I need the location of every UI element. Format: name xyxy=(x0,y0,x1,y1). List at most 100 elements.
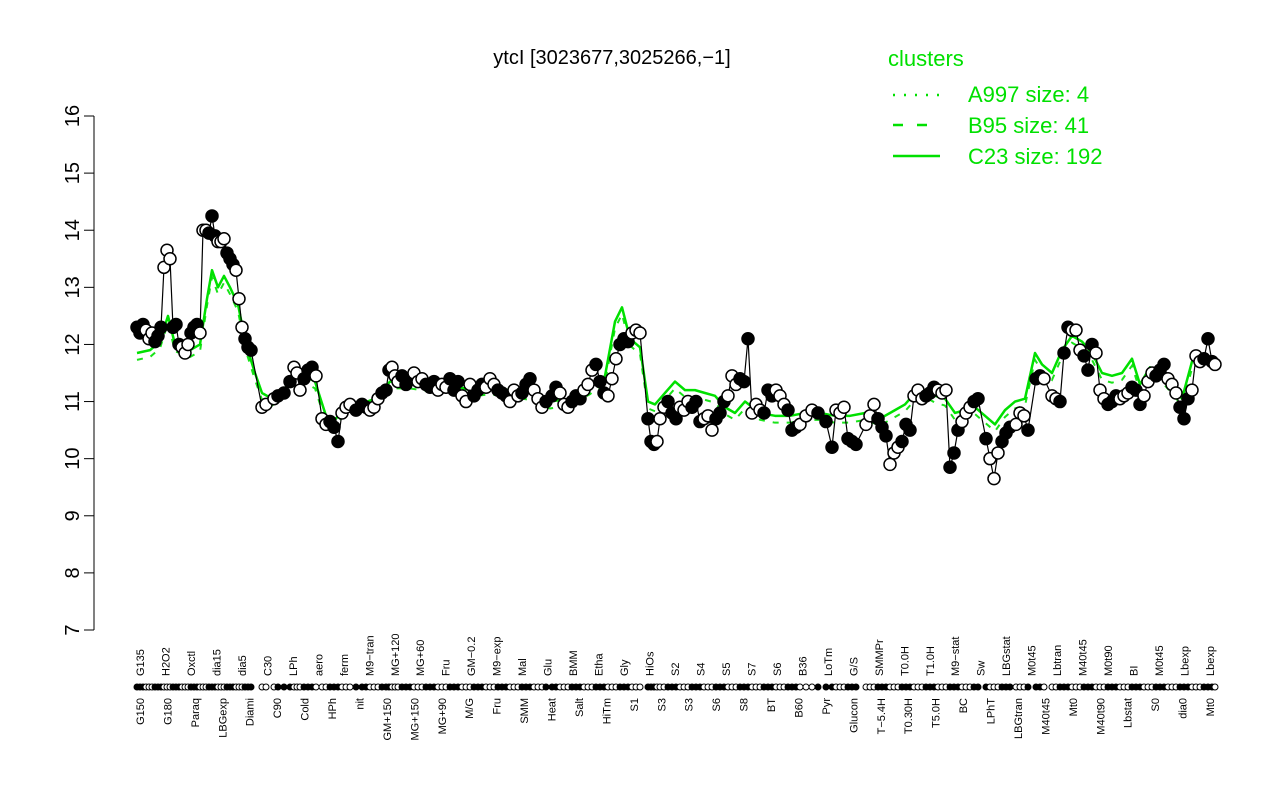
data-point xyxy=(1037,371,1051,386)
x-tick-label: M40t90 xyxy=(1095,698,1107,735)
x-tick-label: G180 xyxy=(162,698,174,725)
data-point xyxy=(1201,331,1215,346)
data-point xyxy=(1208,357,1222,372)
x-tick-label: G135 xyxy=(135,649,147,676)
data-point xyxy=(589,357,603,372)
chart-title: ytcI [3023677,3025266,−1] xyxy=(493,47,730,69)
data-points xyxy=(130,209,1222,486)
x-tick-label: Sw xyxy=(976,661,988,676)
x-tick-label: LPhT xyxy=(986,698,998,725)
legend: clusters A997 size: 4 B95 size: 41 C23 s… xyxy=(888,46,1103,169)
x-tick-label: Lbexp xyxy=(1205,646,1217,676)
x-tick-label: SMMPr xyxy=(874,639,886,676)
y-tick-label: 11 xyxy=(62,391,84,412)
x-tick-label: Glu xyxy=(543,659,555,676)
x-tick-label: MG+90 xyxy=(437,698,449,734)
data-point xyxy=(1077,349,1091,363)
data-point xyxy=(689,394,703,409)
x-tick-label: T1.0H xyxy=(925,646,937,676)
x-tick-label: BC xyxy=(958,698,970,713)
sample-marker xyxy=(542,683,550,691)
data-point xyxy=(849,437,863,452)
x-tick-label: M9−stat xyxy=(950,637,962,676)
data-point xyxy=(1157,357,1171,372)
x-tick-label: GM+150 xyxy=(382,698,394,741)
x-tick-label: B60 xyxy=(793,698,805,718)
x-tick-label: M9−exp xyxy=(492,637,504,676)
sample-marker xyxy=(274,683,282,691)
x-tick-label: S3 xyxy=(656,698,668,711)
x-tick-label: S0 xyxy=(1150,698,1162,711)
x-tick-label: Lbtran xyxy=(1052,645,1064,676)
data-point xyxy=(987,471,1001,486)
sample-marker xyxy=(796,683,804,691)
sample-marker xyxy=(247,683,255,691)
data-point xyxy=(1069,323,1083,337)
sample-marker xyxy=(814,683,822,691)
data-point xyxy=(1081,363,1095,377)
x-tick-label: ferm xyxy=(339,654,351,676)
sample-marker xyxy=(352,683,360,691)
x-tick-label: G/S xyxy=(848,657,860,676)
x-tick-label: LBGexp xyxy=(217,698,229,738)
x-tick-label: GM−0.2 xyxy=(466,637,478,676)
data-point xyxy=(895,434,909,449)
x-tick-label: M9−tran xyxy=(364,635,376,676)
data-point xyxy=(903,423,917,437)
data-point xyxy=(229,263,243,277)
x-tick-label: LoTm xyxy=(823,648,835,676)
data-point xyxy=(713,406,727,420)
data-point xyxy=(217,232,231,246)
data-point xyxy=(971,391,985,406)
data-point xyxy=(244,343,258,357)
data-point xyxy=(737,374,751,389)
y-tick-label: 13 xyxy=(62,276,84,298)
data-point xyxy=(154,320,168,335)
y-tick-label: 9 xyxy=(62,510,84,521)
x-tick-label: Diami xyxy=(245,698,257,726)
data-point xyxy=(293,383,307,397)
legend-title: clusters xyxy=(888,46,964,71)
data-point xyxy=(661,394,675,409)
x-tick-label: LPh xyxy=(288,656,300,676)
data-point xyxy=(193,326,207,340)
x-tick-label: B36 xyxy=(797,656,809,676)
data-point xyxy=(1169,386,1183,400)
x-tick-label: BT xyxy=(766,698,778,712)
data-point xyxy=(641,411,655,426)
x-tick-label: Cold xyxy=(300,698,312,721)
x-tick-label: MG+150 xyxy=(409,698,421,741)
x-tick-label: M/G xyxy=(464,698,476,719)
x-tick-label: T0.0H xyxy=(899,646,911,676)
data-point xyxy=(277,386,291,400)
data-point xyxy=(867,397,881,412)
sample-marker xyxy=(280,683,288,691)
sample-marker xyxy=(262,683,270,691)
x-tick-label: G150 xyxy=(135,698,147,725)
data-point xyxy=(947,446,961,460)
data-point xyxy=(1021,423,1035,437)
data-point xyxy=(451,374,465,389)
x-tick-label: Mt0 xyxy=(1205,698,1217,716)
data-point xyxy=(943,460,957,474)
x-tick-label: BMM xyxy=(568,650,580,676)
legend-entry-a997: A997 size: 4 xyxy=(968,82,1089,107)
data-point xyxy=(1053,394,1067,409)
data-point xyxy=(1185,383,1199,397)
data-point xyxy=(650,434,664,449)
data-point xyxy=(979,431,993,446)
x-tick-label: HiOs xyxy=(645,651,657,676)
data-point xyxy=(741,331,755,346)
y-tick-label: 7 xyxy=(62,624,84,635)
x-tick-label: Salt xyxy=(574,698,586,717)
data-point xyxy=(781,403,795,417)
data-point xyxy=(309,369,323,383)
data-point xyxy=(879,429,893,443)
data-point xyxy=(939,383,953,397)
x-tick-label: S4 xyxy=(695,663,707,676)
x-tick-label: LBGtran xyxy=(1013,698,1025,739)
x-tick-label: H2O2 xyxy=(160,647,172,676)
data-point xyxy=(705,423,719,437)
x-tick-label: Paraq xyxy=(190,698,202,727)
x-tick-label: C30 xyxy=(262,656,274,676)
